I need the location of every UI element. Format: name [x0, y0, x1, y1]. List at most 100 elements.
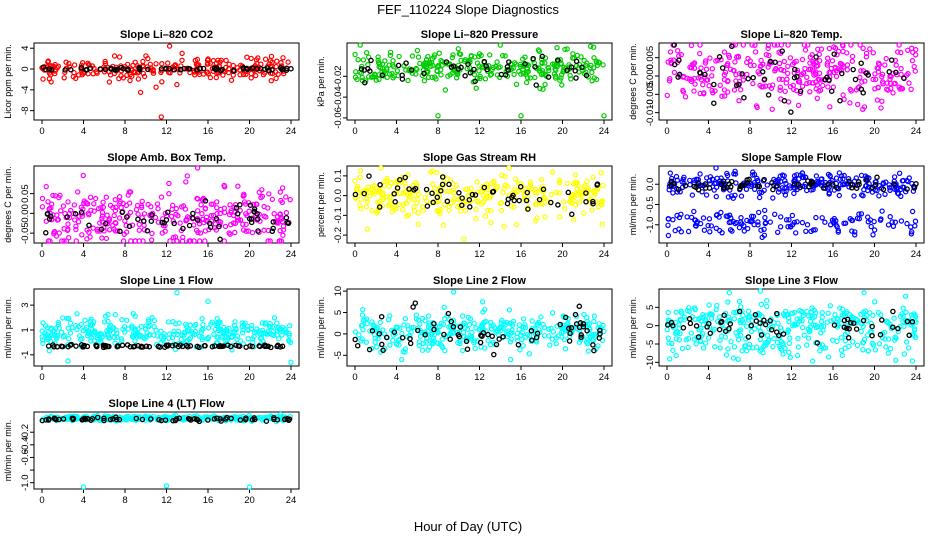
data-point [240, 71, 247, 78]
reference-point [368, 57, 374, 64]
data-point [701, 91, 707, 97]
reference-point [909, 319, 916, 325]
data-point [587, 43, 594, 50]
reference-point [169, 342, 176, 349]
data-point [71, 69, 77, 76]
data-point [713, 184, 720, 190]
data-point [744, 59, 750, 66]
reference-point [271, 416, 277, 423]
y-tick-label: -0.4 [20, 437, 31, 453]
data-point [107, 327, 114, 333]
reference-point [548, 199, 554, 206]
data-point [65, 234, 72, 241]
y-axis-label: kPa per min. [316, 56, 326, 107]
reference-point [472, 192, 479, 198]
x-tick-label: 4 [394, 249, 399, 260]
data-point [363, 339, 369, 345]
data-point [192, 328, 199, 335]
reference-point [111, 66, 118, 73]
data-point [96, 220, 103, 226]
data-point [666, 78, 673, 84]
outlier-point [435, 113, 441, 119]
data-point [451, 198, 457, 204]
reference-point [445, 310, 452, 317]
reference-point [256, 343, 262, 349]
data-point [673, 352, 679, 359]
data-point [775, 189, 782, 195]
x-tick-label: 0 [39, 495, 44, 506]
reference-point [114, 343, 121, 349]
reference-point [891, 181, 897, 187]
data-point [712, 88, 718, 94]
data-point [786, 340, 793, 346]
data-point [106, 324, 113, 330]
data-point [525, 75, 531, 81]
data-point [681, 314, 688, 320]
data-point [123, 222, 129, 229]
reference-point [911, 185, 918, 191]
reference-point [119, 342, 126, 349]
reference-point [483, 63, 489, 69]
data-point [208, 212, 214, 219]
data-point [372, 339, 378, 345]
reference-point [576, 324, 583, 331]
x-tick-label: 12 [161, 495, 172, 506]
data-point [898, 218, 905, 224]
data-point [501, 185, 507, 192]
data-point [529, 318, 535, 324]
outlier-point [497, 42, 503, 48]
data-point [432, 185, 438, 191]
x-tick-label: 4 [706, 126, 711, 137]
data-point [152, 214, 159, 221]
data-point [415, 325, 421, 331]
data-point [178, 204, 185, 210]
reference-point [741, 94, 747, 101]
data-point [757, 348, 763, 354]
data-point [118, 336, 125, 342]
data-point [693, 223, 699, 229]
data-point [225, 331, 231, 337]
data-point [857, 42, 863, 48]
data-point [749, 42, 755, 48]
data-point [806, 79, 813, 86]
data-point [864, 318, 870, 324]
data-point [839, 312, 845, 318]
data-point [809, 305, 815, 311]
reference-point [135, 342, 141, 349]
reference-point [82, 416, 89, 423]
outlier-point [174, 81, 180, 88]
data-point [273, 63, 279, 70]
data-point [787, 55, 794, 61]
data-point [584, 336, 591, 343]
data-point [363, 50, 370, 56]
data-point [58, 329, 65, 335]
data-point [476, 68, 482, 74]
y-axis-label: ml/min per min. [628, 297, 638, 359]
data-point [175, 328, 181, 335]
data-point [775, 320, 781, 326]
outlier-point [246, 484, 253, 490]
y-axis-label: ml/min per min. [628, 174, 638, 236]
data-point [141, 227, 148, 233]
data-point [47, 333, 53, 340]
data-point [759, 234, 765, 241]
data-point [549, 336, 555, 342]
x-tick-label: 8 [747, 249, 752, 260]
data-point [112, 196, 119, 203]
reference-point [412, 300, 419, 306]
data-point [377, 189, 383, 196]
data-point [183, 216, 190, 223]
data-point [779, 347, 785, 353]
y-tick-label: 0 [20, 66, 31, 71]
data-point [71, 62, 78, 68]
reference-point [583, 190, 589, 196]
data-point [754, 344, 760, 350]
data-point [221, 209, 228, 216]
data-point [485, 207, 491, 214]
reference-point [45, 417, 52, 423]
reference-point [379, 341, 385, 348]
data-point [261, 203, 267, 210]
data-point [705, 222, 711, 229]
data-point [666, 340, 672, 346]
